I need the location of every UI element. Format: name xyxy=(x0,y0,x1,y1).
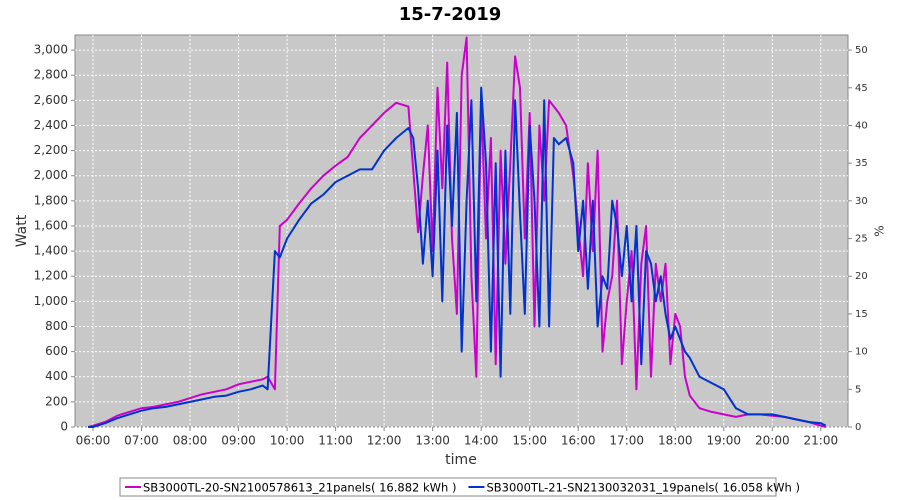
y2-tick-label: 20 xyxy=(855,271,868,282)
y-tick-label: 800 xyxy=(45,319,68,333)
y-tick-label: 1,200 xyxy=(34,269,68,283)
y-tick-label: 1,000 xyxy=(34,294,68,308)
y-tick-label: 2,800 xyxy=(34,68,68,82)
y2-tick-label: 15 xyxy=(855,309,868,320)
legend xyxy=(119,477,777,497)
y2-tick-label: 0 xyxy=(855,422,861,433)
y2-axis-label: % xyxy=(873,225,887,236)
x-tick-label: 13:00 xyxy=(415,434,450,448)
y2-tick-label: 30 xyxy=(855,196,868,207)
y2-tick-label: 45 xyxy=(855,83,868,94)
x-tick-label: 08:00 xyxy=(173,434,208,448)
y-tick-label: 3,000 xyxy=(34,43,68,57)
x-tick-label: 19:00 xyxy=(706,434,741,448)
y2-tick-label: 25 xyxy=(855,234,868,245)
x-axis-label: time xyxy=(445,452,477,468)
chart-title: 15-7-2019 xyxy=(399,4,502,25)
y-tick-label: 2,600 xyxy=(34,93,68,107)
y2-tick-label: 50 xyxy=(855,45,868,56)
y-tick-label: 600 xyxy=(45,344,68,358)
y-tick-label: 2,400 xyxy=(34,118,68,132)
x-tick-label: 21:00 xyxy=(804,434,839,448)
x-tick-label: 16:00 xyxy=(561,434,596,448)
y-axis-label: Watt xyxy=(14,214,30,247)
y2-tick-label: 10 xyxy=(855,347,868,358)
x-tick-label: 20:00 xyxy=(755,434,790,448)
y-tick-label: 1,800 xyxy=(34,193,68,207)
x-tick-label: 15:00 xyxy=(512,434,547,448)
x-tick-label: 12:00 xyxy=(367,434,402,448)
x-tick-label: 14:00 xyxy=(464,434,499,448)
x-tick-label: 10:00 xyxy=(270,434,305,448)
legend-label: SB3000TL-21-SN2130032031_19panels( 16.05… xyxy=(486,481,799,495)
x-tick-label: 06:00 xyxy=(76,434,111,448)
x-tick-label: 07:00 xyxy=(124,434,159,448)
y-tick-label: 0 xyxy=(60,420,68,434)
x-tick-label: 09:00 xyxy=(221,434,256,448)
y-tick-label: 200 xyxy=(45,394,68,408)
series-line xyxy=(88,86,827,428)
y2-tick-label: 35 xyxy=(855,158,868,169)
x-tick-label: 11:00 xyxy=(318,434,353,448)
legend-label: SB3000TL-20-SN2100578613_21panels( 16.88… xyxy=(143,481,456,495)
y2-tick-label: 40 xyxy=(855,120,868,131)
x-tick-label: 18:00 xyxy=(658,434,693,448)
x-tick-label: 17:00 xyxy=(609,434,644,448)
y-tick-label: 2,000 xyxy=(34,168,68,182)
y2-tick-label: 5 xyxy=(855,384,861,395)
y-tick-label: 400 xyxy=(45,369,68,383)
y-tick-label: 1,600 xyxy=(34,218,68,232)
y-tick-label: 2,200 xyxy=(34,143,68,157)
y-tick-label: 1,400 xyxy=(34,244,68,258)
